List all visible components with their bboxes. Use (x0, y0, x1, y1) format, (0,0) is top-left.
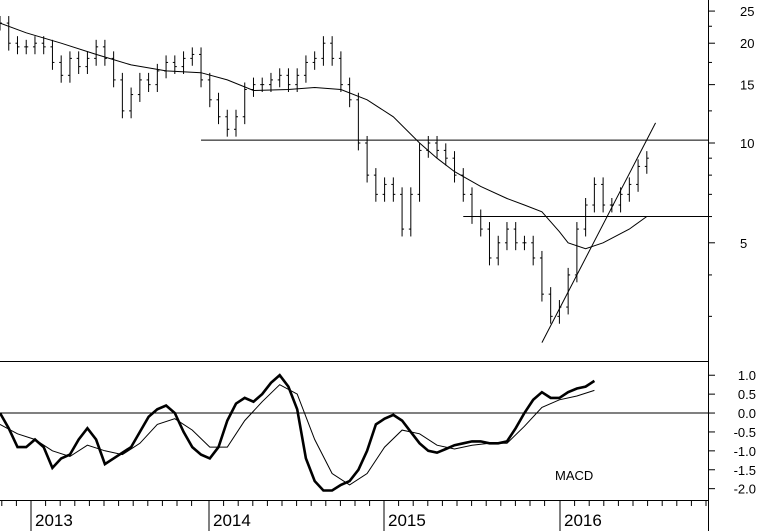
price-bar (627, 177, 632, 202)
price-bar (85, 51, 90, 74)
price-bar (470, 187, 474, 224)
price-bar (539, 250, 544, 302)
price-bar (636, 159, 641, 192)
macd-y-tick-label: -1.0 (734, 444, 756, 459)
price-bar (102, 39, 107, 66)
price-bar (644, 151, 649, 174)
price-y-tick-label: 25 (740, 4, 754, 19)
price-bar (496, 235, 501, 266)
price-bar (382, 177, 387, 202)
price-bar (513, 222, 518, 251)
price-bar (321, 36, 326, 66)
price-bar (531, 235, 536, 266)
price-bar (24, 39, 29, 55)
price-bar (41, 36, 46, 55)
price-bar (111, 51, 116, 88)
price-bar (94, 39, 99, 66)
x-tick-label: 2013 (35, 511, 73, 530)
x-tick-label: 2016 (564, 511, 602, 530)
price-bar (356, 92, 361, 151)
price-y-tick-label: 20 (740, 36, 754, 51)
price-bar (190, 47, 195, 66)
price-bar (452, 151, 457, 183)
price-bar (251, 77, 256, 97)
price-bar (583, 198, 588, 237)
price-bar (373, 168, 378, 202)
macd-y-tick-label: 0.0 (738, 406, 756, 421)
price-bar (120, 72, 125, 119)
price-bar (461, 168, 466, 202)
price-bar (277, 68, 282, 88)
price-y-tick-label: 10 (740, 136, 754, 151)
macd-line (0, 373, 596, 492)
price-bar (601, 177, 606, 213)
price-bar (207, 72, 212, 108)
macd-y-tick-label: -2.0 (734, 482, 756, 497)
price-bar (181, 51, 186, 74)
macd-y-axis: 1.0 0.5 0.0 -0.5 -1.0 -1.5 -2.0 (708, 368, 756, 497)
price-bars (0, 16, 649, 324)
price-bar (408, 187, 413, 237)
price-panel: 5 10 15 20 25 (0, 4, 754, 343)
price-bar (478, 209, 483, 237)
price-bar (76, 51, 81, 74)
price-bar (365, 135, 370, 183)
price-bar (295, 68, 300, 93)
moving-average-line (0, 22, 648, 250)
price-bar (487, 222, 492, 266)
x-tick-label: 2014 (213, 511, 251, 530)
price-bar (137, 72, 142, 102)
price-bar (312, 51, 317, 70)
x-axis: 2013 2014 2015 2016 (1, 500, 707, 531)
price-bar (504, 222, 509, 251)
macd-y-tick-label: -1.5 (734, 463, 756, 478)
price-y-tick-label: 15 (740, 78, 754, 93)
chart-frame (0, 0, 709, 531)
macd-y-tick-label: 1.0 (738, 368, 756, 383)
macd-y-tick-label: -0.5 (734, 425, 756, 440)
annotation-lines (201, 122, 708, 343)
price-bar (522, 235, 527, 251)
price-bar (15, 36, 20, 55)
price-bar (338, 51, 343, 93)
price-bar (548, 287, 553, 324)
x-tick-label: 2015 (388, 511, 426, 530)
macd-y-tick-label: 0.5 (738, 387, 756, 402)
price-bar (417, 143, 422, 202)
price-bar (330, 36, 335, 66)
price-bar (164, 55, 169, 79)
price-y-tick-label: 5 (740, 236, 747, 251)
price-bar (216, 92, 221, 125)
price-bar (391, 177, 396, 202)
price-bar (400, 187, 405, 237)
price-bar (242, 82, 247, 125)
macd-panel: 1.0 0.5 0.0 -0.5 -1.0 -1.5 -2.0 MACD (0, 368, 756, 497)
macd-signal-line (0, 384, 595, 486)
price-bar (435, 135, 440, 158)
price-bar (426, 135, 431, 158)
price-bar (6, 16, 11, 51)
price-bar (32, 36, 37, 55)
price-y-axis: 5 10 15 20 25 (708, 4, 754, 317)
price-bar (129, 87, 134, 119)
price-bar (286, 68, 291, 93)
price-bar (199, 47, 204, 88)
price-bar (347, 77, 352, 108)
price-bar (67, 51, 72, 83)
price-bar (443, 143, 448, 166)
macd-label: MACD (555, 468, 593, 483)
price-bar (50, 39, 55, 70)
price-bar (234, 109, 238, 137)
price-bar (155, 63, 160, 93)
trend-line (541, 122, 656, 343)
price-bar (146, 72, 151, 93)
price-bar (260, 77, 265, 93)
price-bar (592, 177, 597, 213)
price-bar (268, 72, 273, 93)
price-bar (303, 55, 308, 83)
price-bar (59, 55, 64, 83)
price-bar (225, 109, 230, 137)
